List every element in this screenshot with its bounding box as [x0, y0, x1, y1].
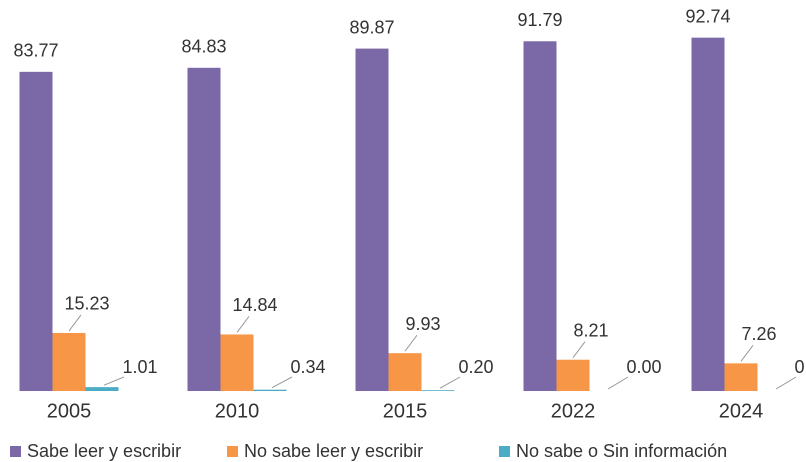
leader-line	[236, 316, 250, 333]
data-label: 0.00	[626, 357, 661, 377]
data-label: 0.20	[458, 357, 493, 377]
data-label: 89.87	[349, 17, 394, 37]
bar	[355, 48, 389, 391]
legend-swatch	[499, 446, 510, 457]
data-label: 83.77	[13, 41, 58, 61]
data-label: 9.93	[405, 314, 440, 334]
legend-swatch	[10, 446, 21, 457]
data-label: 7.26	[741, 324, 776, 344]
bar	[421, 390, 455, 391]
x-tick-label: 2010	[215, 400, 260, 422]
leader-line	[607, 376, 629, 390]
legend-swatch	[227, 446, 238, 457]
bar	[85, 387, 119, 391]
x-tick-label: 2015	[383, 400, 428, 422]
bar	[556, 359, 590, 391]
data-label: 84.83	[181, 37, 226, 57]
leader-line	[68, 314, 82, 332]
leader-line	[103, 376, 125, 386]
bar	[19, 71, 53, 391]
leader-line	[271, 376, 293, 389]
bar	[52, 332, 86, 391]
leader-line	[404, 334, 418, 352]
x-tick-label: 2024	[719, 400, 764, 422]
bar	[187, 67, 221, 391]
legend-label: No sabe leer y escribir	[244, 441, 423, 461]
x-tick-label: 2005	[47, 400, 92, 422]
data-label: 92.74	[685, 6, 730, 26]
leader-line	[572, 341, 586, 359]
data-label: 14.84	[232, 295, 277, 315]
bar	[388, 353, 422, 391]
data-label: 91.79	[517, 10, 562, 30]
bar	[523, 41, 557, 392]
x-tick-label: 2022	[551, 400, 596, 422]
bar	[724, 363, 758, 391]
data-label: 8.21	[573, 320, 608, 340]
data-label: 15.23	[64, 294, 109, 314]
leader-line	[439, 376, 461, 389]
data-label: 1.01	[122, 357, 157, 377]
leader-line	[740, 345, 754, 362]
data-label: 0.00	[794, 357, 806, 377]
legend-label: Sabe leer y escribir	[27, 441, 181, 461]
bar	[691, 37, 725, 392]
bar	[253, 389, 287, 391]
bar	[220, 334, 254, 391]
legend-label: No sabe o Sin información	[516, 441, 727, 461]
data-label: 0.34	[290, 357, 325, 377]
leader-line	[775, 376, 797, 390]
